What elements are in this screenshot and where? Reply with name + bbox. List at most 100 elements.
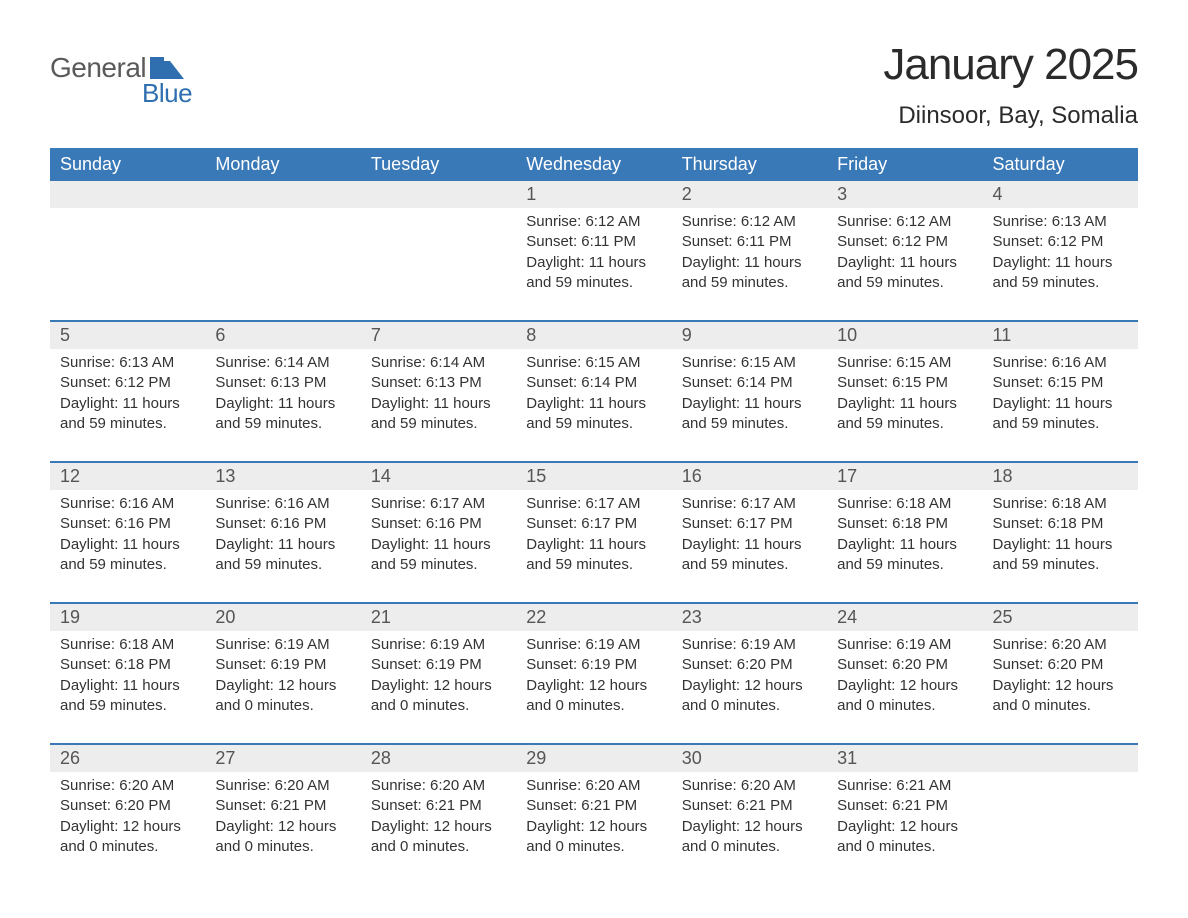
day-number: 17 [827,463,982,490]
sunrise-text: Sunrise: 6:18 AM [837,494,972,514]
sunrise-text: Sunrise: 6:15 AM [682,353,817,373]
day-number: 25 [983,604,1138,631]
daylight-text: Daylight: 11 hours and 59 minutes. [60,394,195,435]
weekday-header: Tuesday [361,148,516,181]
day-number: 13 [205,463,360,490]
month-title: January 2025 [883,40,1138,90]
sunset-text: Sunset: 6:11 PM [682,232,817,252]
day-number: 3 [827,181,982,208]
daylight-text: Daylight: 11 hours and 59 minutes. [682,535,817,576]
day-cell: Sunrise: 6:17 AMSunset: 6:17 PMDaylight:… [516,490,671,588]
day-cell: Sunrise: 6:16 AMSunset: 6:16 PMDaylight:… [205,490,360,588]
day-cell: Sunrise: 6:14 AMSunset: 6:13 PMDaylight:… [361,349,516,447]
sunset-text: Sunset: 6:14 PM [682,373,817,393]
daylight-text: Daylight: 11 hours and 59 minutes. [371,535,506,576]
daylight-text: Daylight: 11 hours and 59 minutes. [526,535,661,576]
sunrise-text: Sunrise: 6:12 AM [682,212,817,232]
page-header: General Blue January 2025 Diinsoor, Bay,… [50,40,1138,130]
day-cell: Sunrise: 6:18 AMSunset: 6:18 PMDaylight:… [983,490,1138,588]
sunrise-text: Sunrise: 6:14 AM [371,353,506,373]
daylight-text: Daylight: 12 hours and 0 minutes. [60,817,195,858]
day-number: 31 [827,745,982,772]
title-block: January 2025 Diinsoor, Bay, Somalia [883,40,1138,130]
day-content-row: Sunrise: 6:13 AMSunset: 6:12 PMDaylight:… [50,349,1138,447]
weekday-header: Thursday [672,148,827,181]
day-number: 20 [205,604,360,631]
sunrise-text: Sunrise: 6:17 AM [682,494,817,514]
day-cell: Sunrise: 6:19 AMSunset: 6:19 PMDaylight:… [205,631,360,729]
daylight-text: Daylight: 11 hours and 59 minutes. [526,394,661,435]
day-number: 26 [50,745,205,772]
day-cell: Sunrise: 6:20 AMSunset: 6:21 PMDaylight:… [361,772,516,870]
sunrise-text: Sunrise: 6:19 AM [215,635,350,655]
sunrise-text: Sunrise: 6:16 AM [993,353,1128,373]
day-number: 10 [827,322,982,349]
day-cell [361,208,516,306]
daylight-text: Daylight: 12 hours and 0 minutes. [371,817,506,858]
daylight-text: Daylight: 11 hours and 59 minutes. [682,394,817,435]
day-number: 24 [827,604,982,631]
sunset-text: Sunset: 6:12 PM [837,232,972,252]
daylight-text: Daylight: 11 hours and 59 minutes. [60,535,195,576]
calendar-week: 12131415161718Sunrise: 6:16 AMSunset: 6:… [50,461,1138,588]
sunrise-text: Sunrise: 6:19 AM [837,635,972,655]
brand-text-bottom: Blue [142,78,192,109]
day-number-row: 567891011 [50,322,1138,349]
daylight-text: Daylight: 11 hours and 59 minutes. [993,253,1128,294]
sunset-text: Sunset: 6:16 PM [371,514,506,534]
day-cell: Sunrise: 6:19 AMSunset: 6:20 PMDaylight:… [672,631,827,729]
sunset-text: Sunset: 6:17 PM [682,514,817,534]
sunrise-text: Sunrise: 6:16 AM [215,494,350,514]
day-cell [205,208,360,306]
day-cell: Sunrise: 6:15 AMSunset: 6:15 PMDaylight:… [827,349,982,447]
daylight-text: Daylight: 12 hours and 0 minutes. [371,676,506,717]
daylight-text: Daylight: 11 hours and 59 minutes. [837,535,972,576]
day-cell: Sunrise: 6:13 AMSunset: 6:12 PMDaylight:… [983,208,1138,306]
day-number [205,181,360,208]
daylight-text: Daylight: 11 hours and 59 minutes. [526,253,661,294]
daylight-text: Daylight: 12 hours and 0 minutes. [215,676,350,717]
sunset-text: Sunset: 6:21 PM [526,796,661,816]
sunrise-text: Sunrise: 6:17 AM [371,494,506,514]
daylight-text: Daylight: 11 hours and 59 minutes. [60,676,195,717]
flag-icon [150,57,184,79]
sunrise-text: Sunrise: 6:14 AM [215,353,350,373]
sunset-text: Sunset: 6:19 PM [371,655,506,675]
sunset-text: Sunset: 6:21 PM [215,796,350,816]
day-number-row: 262728293031 [50,745,1138,772]
weekday-header-row: Sunday Monday Tuesday Wednesday Thursday… [50,148,1138,181]
sunset-text: Sunset: 6:15 PM [993,373,1128,393]
sunset-text: Sunset: 6:18 PM [993,514,1128,534]
sunrise-text: Sunrise: 6:20 AM [682,776,817,796]
sunrise-text: Sunrise: 6:19 AM [526,635,661,655]
calendar-week: 262728293031Sunrise: 6:20 AMSunset: 6:20… [50,743,1138,870]
sunrise-text: Sunrise: 6:12 AM [526,212,661,232]
day-content-row: Sunrise: 6:12 AMSunset: 6:11 PMDaylight:… [50,208,1138,306]
day-cell: Sunrise: 6:19 AMSunset: 6:19 PMDaylight:… [361,631,516,729]
daylight-text: Daylight: 11 hours and 59 minutes. [837,394,972,435]
daylight-text: Daylight: 11 hours and 59 minutes. [837,253,972,294]
day-cell: Sunrise: 6:18 AMSunset: 6:18 PMDaylight:… [827,490,982,588]
day-number: 22 [516,604,671,631]
sunset-text: Sunset: 6:18 PM [837,514,972,534]
day-cell: Sunrise: 6:12 AMSunset: 6:11 PMDaylight:… [516,208,671,306]
day-cell [983,772,1138,870]
day-cell: Sunrise: 6:15 AMSunset: 6:14 PMDaylight:… [672,349,827,447]
day-cell: Sunrise: 6:20 AMSunset: 6:21 PMDaylight:… [516,772,671,870]
day-number: 5 [50,322,205,349]
daylight-text: Daylight: 11 hours and 59 minutes. [371,394,506,435]
daylight-text: Daylight: 11 hours and 59 minutes. [682,253,817,294]
day-number [361,181,516,208]
sunset-text: Sunset: 6:18 PM [60,655,195,675]
sunset-text: Sunset: 6:17 PM [526,514,661,534]
day-number: 30 [672,745,827,772]
sunset-text: Sunset: 6:21 PM [371,796,506,816]
sunrise-text: Sunrise: 6:18 AM [993,494,1128,514]
daylight-text: Daylight: 12 hours and 0 minutes. [526,676,661,717]
day-cell: Sunrise: 6:17 AMSunset: 6:17 PMDaylight:… [672,490,827,588]
day-cell: Sunrise: 6:20 AMSunset: 6:21 PMDaylight:… [672,772,827,870]
sunrise-text: Sunrise: 6:16 AM [60,494,195,514]
sunrise-text: Sunrise: 6:13 AM [60,353,195,373]
sunrise-text: Sunrise: 6:20 AM [371,776,506,796]
day-cell: Sunrise: 6:12 AMSunset: 6:11 PMDaylight:… [672,208,827,306]
